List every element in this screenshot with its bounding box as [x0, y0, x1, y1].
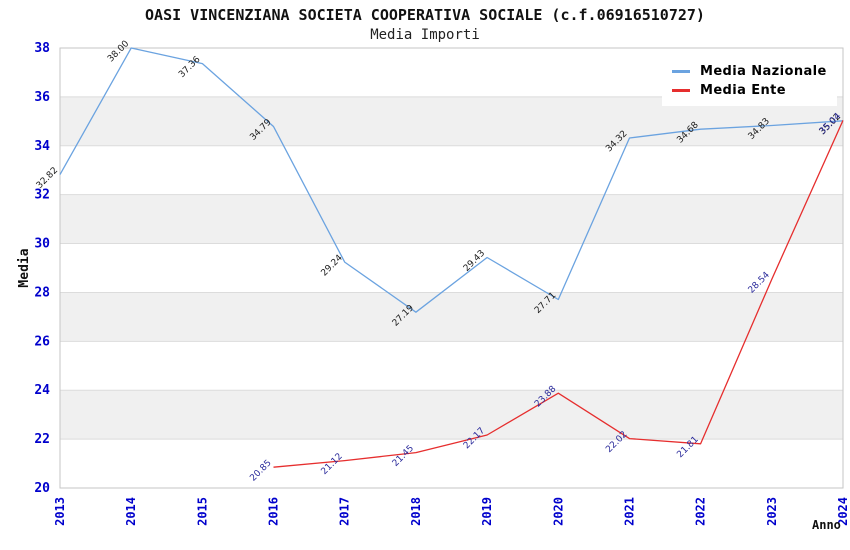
media-ente-line: [273, 120, 844, 468]
x-tick-label: 2024: [836, 497, 850, 526]
x-tick-label: 2021: [622, 497, 636, 526]
y-tick-label: 20: [34, 481, 50, 496]
plot-band: [60, 194, 843, 244]
x-tick-label: 2020: [551, 497, 565, 526]
media-nazionale-line-swatch-icon: [672, 70, 690, 73]
x-tick-label: 2016: [267, 497, 281, 526]
plot-band: [60, 292, 843, 342]
plot-band: [60, 341, 843, 391]
chart-legend: Media Nazionale Media Ente: [662, 57, 837, 106]
plot-band: [60, 145, 843, 195]
x-tick-label: 2015: [195, 497, 209, 526]
legend-item-media-ente[interactable]: Media Ente: [672, 81, 827, 100]
y-tick-label: 36: [34, 90, 50, 105]
y-tick-label: 38: [34, 41, 50, 56]
y-tick-label: 24: [34, 383, 50, 398]
media-ente-line-swatch-icon: [672, 89, 690, 92]
x-axis-title: Anno: [812, 518, 841, 532]
x-tick-label: 2014: [124, 497, 138, 526]
x-tick-label: 2023: [765, 497, 779, 526]
plot-border: [59, 47, 844, 489]
y-tick-label: 34: [34, 139, 50, 154]
legend-item-media-nazionale[interactable]: Media Nazionale: [672, 62, 827, 81]
y-axis-title: Media: [17, 248, 32, 287]
x-tick-label: 2013: [53, 497, 67, 526]
x-tick-label: 2017: [338, 497, 352, 526]
y-tick-label: 26: [34, 334, 50, 349]
plot-band: [60, 439, 843, 488]
x-tick-label: 2018: [409, 497, 423, 526]
legend-label: Media Nazionale: [700, 64, 827, 79]
y-tick-label: 22: [34, 432, 50, 447]
y-tick-label: 28: [34, 285, 50, 300]
y-tick-label: 30: [34, 237, 50, 252]
x-tick-label: 2019: [480, 497, 494, 526]
x-tick-label: 2022: [694, 497, 708, 526]
chart-title: OASI VINCENZIANA SOCIETA COOPERATIVA SOC…: [145, 6, 705, 24]
chart-subtitle: Media Importi: [370, 27, 480, 43]
plot-band: [60, 390, 843, 440]
y-tick-label: 32: [34, 188, 50, 203]
media-nazionale-line: [59, 47, 844, 313]
legend-label: Media Ente: [700, 83, 786, 98]
